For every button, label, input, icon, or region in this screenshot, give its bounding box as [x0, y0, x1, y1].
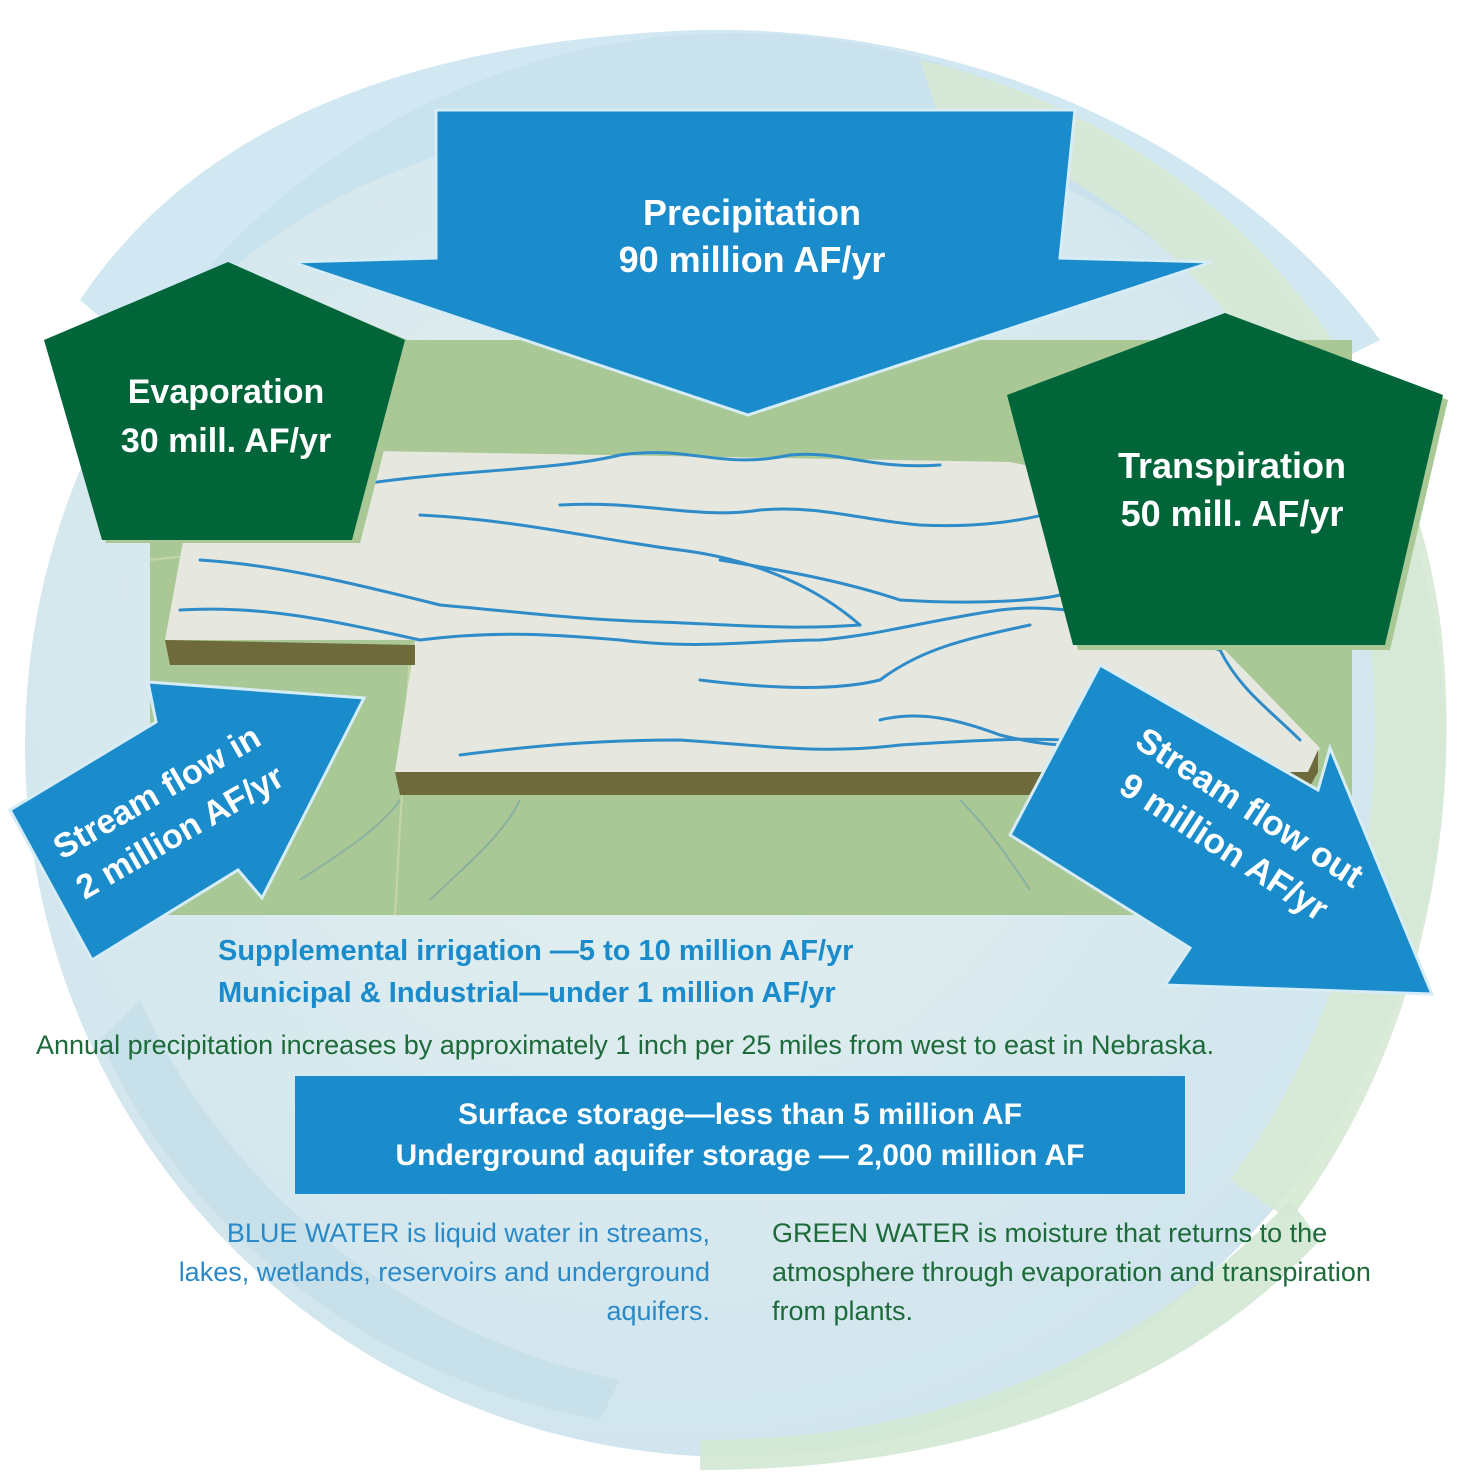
precipitation-arrow: Precipitation 90 million AF/yr: [291, 108, 1213, 417]
evaporation-pentagon: Evaporation 30 mill. AF/yr: [44, 262, 412, 543]
irrigation-text: Supplemental irrigation —5 to 10 million…: [218, 935, 854, 967]
evaporation-label: Evaporation: [128, 373, 324, 411]
precipitation-note: Annual precipitation increases by approx…: [36, 1030, 1215, 1060]
aquifer-storage-text: Underground aquifer storage — 2,000 mill…: [395, 1139, 1085, 1172]
transpiration-value: 50 mill. AF/yr: [1121, 493, 1344, 534]
precipitation-label: Precipitation: [643, 192, 861, 233]
precipitation-value: 90 million AF/yr: [619, 239, 886, 280]
water-use-text: Supplemental irrigation —5 to 10 million…: [218, 930, 853, 1014]
blue-water-definition: BLUE WATER is liquid water in streams, l…: [178, 1218, 710, 1326]
transpiration-label: Transpiration: [1118, 445, 1346, 486]
storage-box: Surface storage—less than 5 million AF U…: [295, 1076, 1185, 1194]
stream-flow-out-arrow: Stream flow out 9 million AF/yr: [1008, 662, 1435, 996]
surface-storage-text: Surface storage—less than 5 million AF: [457, 1098, 1023, 1131]
evaporation-value: 30 mill. AF/yr: [121, 422, 331, 460]
stream-flow-in-arrow: Stream flow in 2 million AF/yr: [7, 680, 367, 963]
green-water-definition: GREEN WATER is moisture that returns to …: [772, 1218, 1371, 1326]
municipal-text: Municipal & Industrial—under 1 million A…: [218, 977, 836, 1009]
transpiration-pentagon: Transpiration 50 mill. AF/yr: [1007, 313, 1448, 650]
